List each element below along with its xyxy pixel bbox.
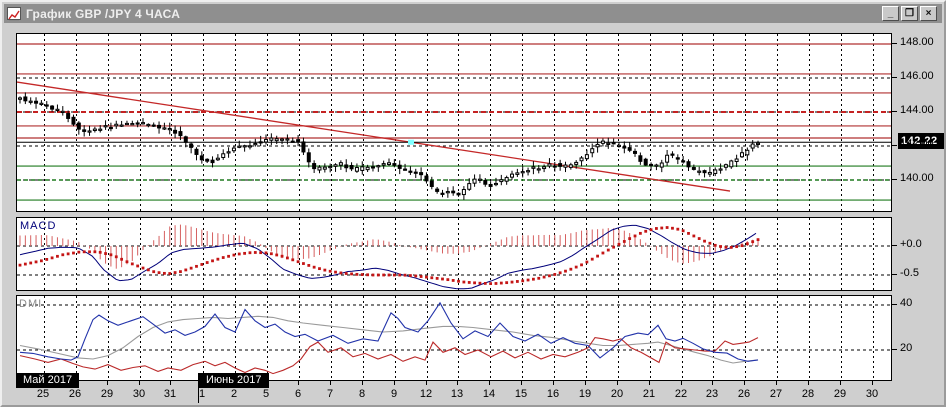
day-label: 20 [610,388,624,400]
day-tick [840,381,841,385]
day-tick [457,381,458,385]
price-axis-label: 142.00 [900,138,934,150]
day-tick [872,381,873,385]
day-label: 28 [801,388,815,400]
minimize-button[interactable]: _ [882,6,899,21]
day-tick [362,381,363,385]
day-label: 1 [198,388,206,400]
day-tick [330,381,331,385]
macd-axis-label-tick [891,274,897,275]
day-label: 5 [262,388,270,400]
price-axis-label: 146.00 [900,70,934,82]
price-axis-label-tick [891,43,897,44]
macd-axis-label: +0.0 [900,238,922,250]
day-tick [712,381,713,385]
price-axis-label: 144.00 [900,104,934,116]
window-title: График GBP /JPY 4 ЧАСА [26,6,181,21]
current-price-badge: 142.22 [898,133,944,149]
price-axis-label: 140.00 [900,172,934,184]
price-axis-label-tick [891,77,897,78]
month-label: Июнь 2017 [199,373,269,388]
day-tick [107,381,108,385]
day-tick [744,381,745,385]
macd-panel-label: MACD [20,220,57,232]
day-tick [617,381,618,385]
day-tick [426,381,427,385]
day-tick [585,381,586,385]
dmi-indicator-canvas[interactable] [16,295,892,381]
day-label: 14 [482,388,496,400]
title-bar[interactable]: График GBP /JPY 4 ЧАСА _ ❐ × [4,4,942,23]
day-label: 8 [358,388,366,400]
month-label: Май 2017 [16,373,80,388]
maximize-button[interactable]: ❐ [901,6,918,21]
close-button[interactable]: × [920,6,937,21]
day-tick [649,381,650,385]
dmi-panel-label: DMI [19,298,43,310]
day-tick [521,381,522,385]
day-label: 13 [450,388,464,400]
price-axis-label-tick [891,111,897,112]
day-label: 12 [419,388,433,400]
price-axis-label: 148.00 [900,36,934,48]
day-tick [776,381,777,385]
day-tick [139,381,140,385]
day-tick [681,381,682,385]
day-tick [489,381,490,385]
day-label: 26 [737,388,751,400]
day-label: 25 [36,388,50,400]
day-label: 7 [326,388,334,400]
macd-axis-label: -0.5 [900,267,919,279]
dmi-axis-label-tick [891,304,897,305]
day-label: 23 [705,388,719,400]
day-label: 16 [546,388,560,400]
day-label: 31 [163,388,177,400]
chart-icon [7,7,21,21]
day-label: 15 [514,388,528,400]
day-tick [394,381,395,385]
day-label: 26 [68,388,82,400]
day-label: 29 [833,388,847,400]
day-label: 30 [132,388,146,400]
dmi-indicator-canvas-svg [17,296,891,380]
price-axis-label-tick [891,179,897,180]
day-label: 6 [294,388,302,400]
day-label: 19 [578,388,592,400]
month-separator [198,373,199,403]
day-label: 22 [674,388,688,400]
price-axis-label-tick [891,145,897,146]
dmi-axis-label-tick [891,349,897,350]
day-label: 27 [769,388,783,400]
day-tick [808,381,809,385]
macd-indicator-canvas[interactable] [16,217,892,291]
day-label: 2 [230,388,238,400]
macd-indicator-canvas-svg [17,218,891,290]
main-chart-canvas[interactable] [16,33,892,212]
dmi-axis-label: 40 [900,297,913,309]
day-label: 9 [390,388,398,400]
day-label: 29 [100,388,114,400]
macd-axis-label-tick [891,245,897,246]
day-tick [170,381,171,385]
day-tick [553,381,554,385]
day-label: 30 [865,388,879,400]
day-label: 21 [642,388,656,400]
day-tick [298,381,299,385]
dmi-axis-label: 20 [900,342,913,354]
main-chart-canvas-svg [17,34,891,211]
